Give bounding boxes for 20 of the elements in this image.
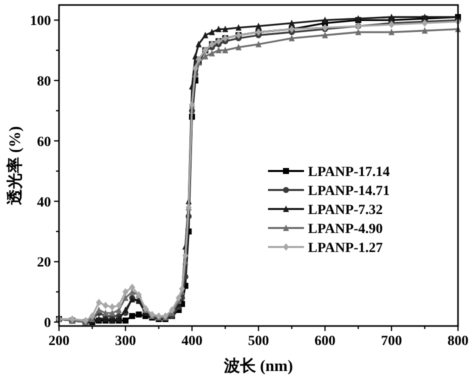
y-tick-label: 60: [37, 134, 51, 150]
legend-label: LPANP-17.14: [308, 165, 390, 180]
x-tick-label: 500: [248, 334, 269, 349]
x-tick-label: 200: [48, 334, 70, 349]
x-tick-label: 600: [314, 334, 336, 349]
legend-label: LPANP-14.71: [308, 184, 390, 199]
x-tick-label: 700: [381, 334, 402, 349]
y-tick-label: 80: [37, 74, 51, 90]
legend-label: LPANP-1.27: [308, 241, 383, 256]
y-axis-title: 透光率 (%): [5, 126, 24, 206]
x-tick-label: 300: [115, 334, 136, 349]
y-tick-label: 40: [37, 195, 51, 210]
x-tick-label: 400: [182, 334, 202, 349]
legend-label: LPANP-4.90: [308, 222, 383, 237]
x-axis-title: 波长 (nm): [223, 357, 293, 375]
y-tick-label: 20: [37, 256, 51, 271]
y-tick-label: 100: [30, 14, 51, 30]
legend-label: LPANP-7.32: [308, 203, 383, 218]
x-tick-label: 800: [448, 334, 468, 349]
y-tick-label: 0: [44, 316, 51, 332]
